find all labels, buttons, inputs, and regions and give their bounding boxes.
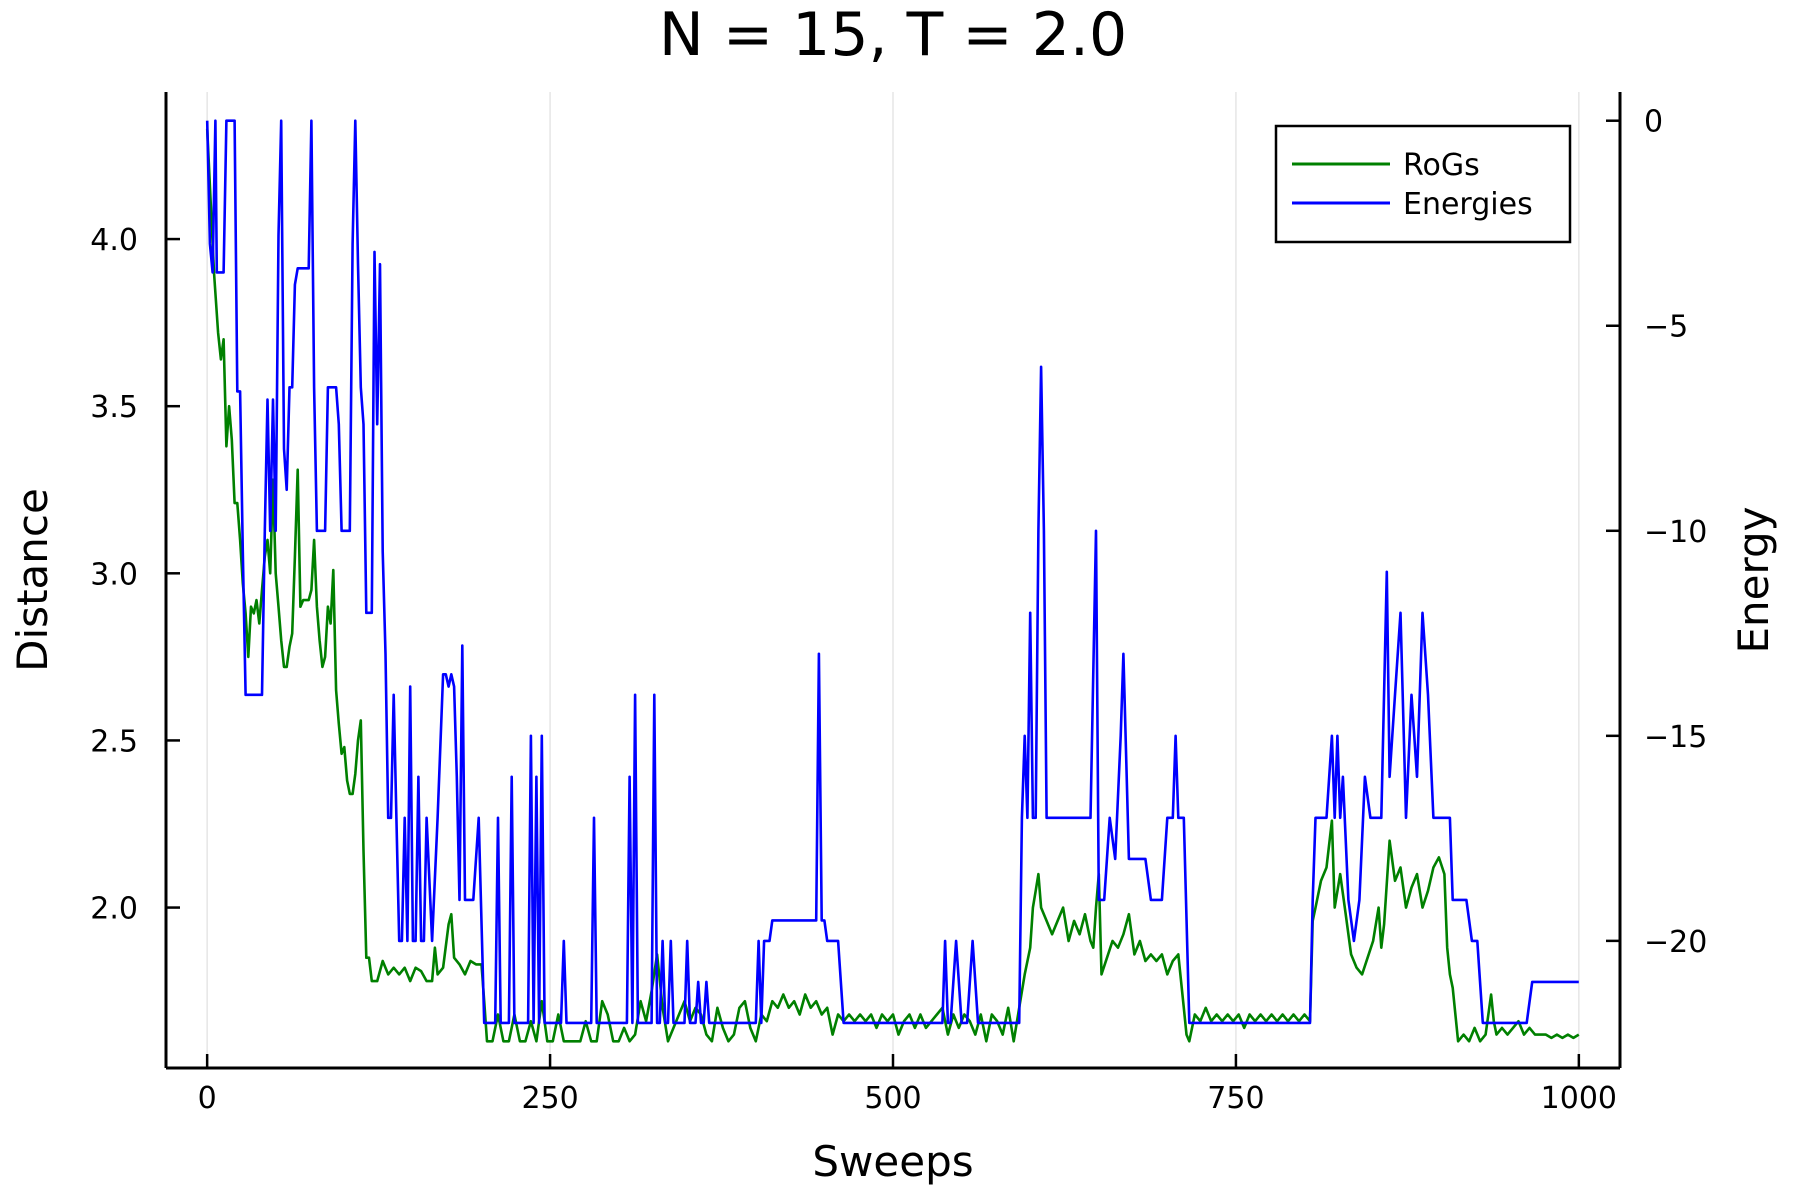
legend-box bbox=[1274, 124, 1572, 244]
tick-layer: 0 250 500 750 1000 2.0 2.5 3.0 3.5 4.0 0 −5 −10 −15 −2… bbox=[90, 105, 1707, 1116]
series-layer bbox=[205, 119, 1580, 1043]
x-tick-label: 1000 bbox=[1541, 1081, 1617, 1116]
x-tick-label: 0 bbox=[198, 1081, 217, 1116]
y2-axis-label: Energy bbox=[1729, 506, 1778, 653]
y-tick-label: 3.5 bbox=[90, 390, 138, 425]
x-tick-label: 500 bbox=[864, 1081, 921, 1116]
y2-tick-label: 0 bbox=[1644, 105, 1663, 140]
y-tick-label: 2.0 bbox=[90, 892, 138, 927]
y-tick-label: 2.5 bbox=[90, 724, 138, 759]
x-tick-label: 750 bbox=[1207, 1081, 1264, 1116]
legend-label-energies: Energies bbox=[1403, 187, 1533, 222]
series-line-energies bbox=[205, 119, 1579, 1025]
series-line-rogs bbox=[205, 128, 1580, 1043]
y2-tick-label: −20 bbox=[1644, 925, 1707, 960]
y-axis-label: Distance bbox=[8, 488, 57, 672]
y-tick-label: 3.0 bbox=[90, 557, 138, 592]
x-tick-label: 250 bbox=[521, 1081, 578, 1116]
legend: RoGs Energies bbox=[1274, 124, 1572, 244]
y2-tick-label: −15 bbox=[1644, 720, 1707, 755]
y-tick-label: 4.0 bbox=[90, 223, 138, 258]
chart-title: N = 15, T = 2.0 bbox=[659, 0, 1127, 70]
x-axis-label: Sweeps bbox=[812, 1137, 973, 1186]
y2-tick-label: −10 bbox=[1644, 515, 1707, 550]
y2-tick-label: −5 bbox=[1644, 310, 1688, 345]
grid-layer bbox=[206, 92, 1580, 1068]
legend-label-rogs: RoGs bbox=[1403, 148, 1480, 183]
